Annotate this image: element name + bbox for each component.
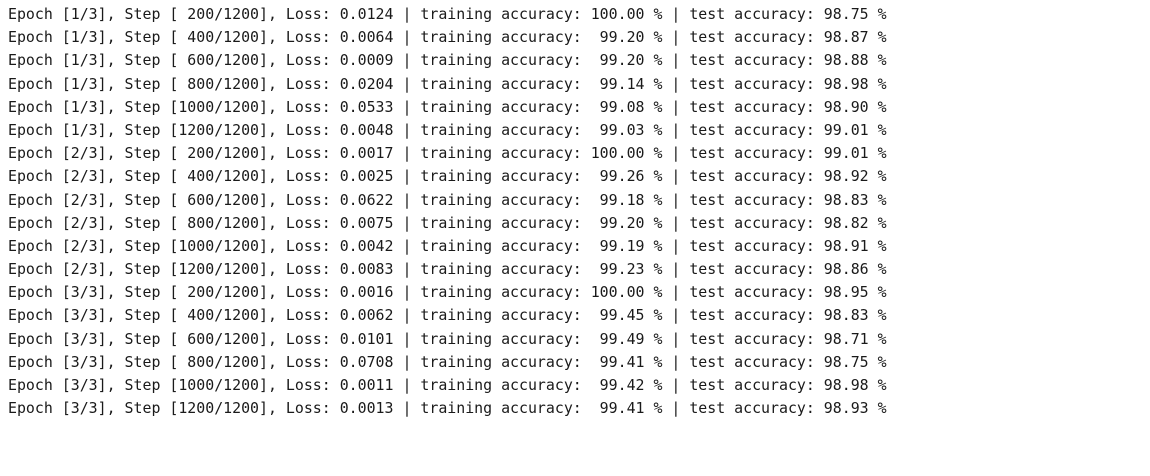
log-line: Epoch [3/3], Step [1000/1200], Loss: 0.0… [8,376,887,394]
log-line: Epoch [1/3], Step [ 800/1200], Loss: 0.0… [8,74,887,93]
log-line: Epoch [2/3], Step [ 200/1200], Loss: 0.0… [8,144,887,163]
log-line: Epoch [1/3], Step [ 200/1200], Loss: 0.0… [8,5,887,23]
log-line: Epoch [3/3], Step [1200/1200], Loss: 0.0… [8,399,887,418]
log-line: Epoch [2/3], Step [ 600/1200], Loss: 0.0… [8,190,887,209]
log-line: Epoch [2/3], Step [ 800/1200], Loss: 0.0… [8,213,887,232]
log-line: Epoch [3/3], Step [ 600/1200], Loss: 0.0… [8,329,887,348]
log-line: Epoch [1/3], Step [1200/1200], Loss: 0.0… [8,120,887,139]
log-line: Epoch [1/3], Step [1000/1200], Loss: 0.0… [8,97,887,116]
log-line: Epoch [3/3], Step [ 200/1200], Loss: 0.0… [8,283,887,302]
training-log: Epoch [1/3], Step [ 200/1200], Loss: 0.0… [8,3,1150,420]
log-line: Epoch [2/3], Step [1200/1200], Loss: 0.0… [8,260,887,279]
log-line: Epoch [3/3], Step [ 400/1200], Loss: 0.0… [8,306,887,325]
log-line: Epoch [2/3], Step [ 400/1200], Loss: 0.0… [8,167,887,186]
log-line: Epoch [2/3], Step [1000/1200], Loss: 0.0… [8,236,887,255]
log-line: Epoch [1/3], Step [ 400/1200], Loss: 0.0… [8,28,887,47]
log-line: Epoch [3/3], Step [ 800/1200], Loss: 0.0… [8,352,887,371]
log-line: Epoch [1/3], Step [ 600/1200], Loss: 0.0… [8,51,887,70]
